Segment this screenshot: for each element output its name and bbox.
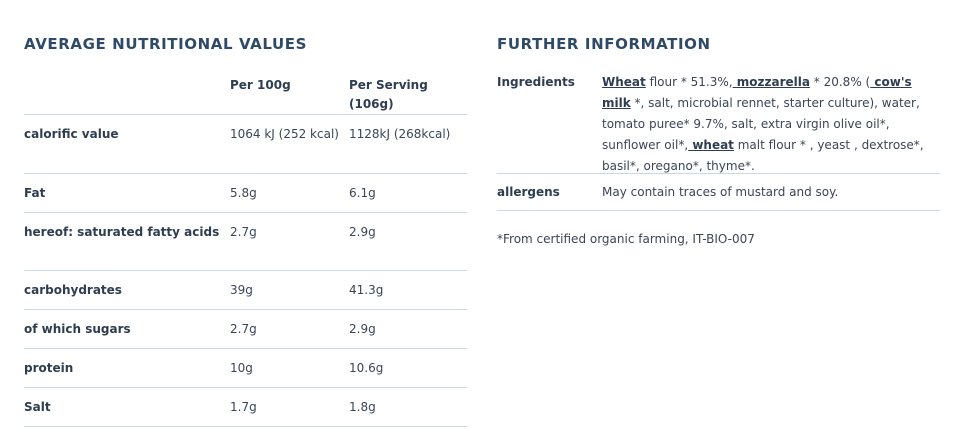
- table-header-row: Per 100g Per Serving (106g): [24, 68, 467, 115]
- allergen-cows-milk: cow's milk: [602, 75, 912, 110]
- table-row: protein 10g 10.6g: [24, 348, 467, 388]
- ingredients-text: Wheat flour * 51.3%, mozzarella * 20.8% …: [602, 72, 940, 173]
- nutrient-name: Fat: [24, 173, 230, 213]
- value-per100: 1064 kJ (252 kcal): [230, 114, 349, 174]
- further-info-heading: FURTHER INFORMATION: [497, 35, 711, 53]
- value-per-serving: 6.1g: [349, 173, 467, 213]
- table-row: hereof: saturated fatty acids 2.7g 2.9g: [24, 212, 467, 271]
- value-per100: 2.7g: [230, 309, 349, 349]
- nutrition-table: Per 100g Per Serving (106g) calorific va…: [24, 68, 467, 427]
- allergen-wheat: wheat: [688, 138, 734, 152]
- nutrient-name: hereof: saturated fatty acids: [24, 212, 230, 271]
- value-per-serving: 2.9g: [349, 309, 467, 349]
- organic-note: *From certified organic farming, IT-BIO-…: [497, 232, 755, 246]
- nutrient-name: protein: [24, 348, 230, 388]
- table-row: of which sugars 2.7g 2.9g: [24, 309, 467, 349]
- value-per-serving: 1128kJ (268kcal): [349, 114, 467, 174]
- ingredients-part: flour * 51.3%,: [645, 75, 733, 89]
- allergen-mozzarella: mozzarella: [732, 75, 810, 89]
- value-per-serving: 41.3g: [349, 270, 467, 310]
- value-per100: 10g: [230, 348, 349, 388]
- nutrient-name: carbohydrates: [24, 270, 230, 310]
- table-row: carbohydrates 39g 41.3g: [24, 270, 467, 310]
- value-per-serving: 10.6g: [349, 348, 467, 388]
- allergens-text: May contain traces of mustard and soy.: [602, 185, 839, 199]
- ingredients-row: Ingredients Wheat flour * 51.3%, mozzare…: [497, 68, 940, 174]
- nutrient-name: Salt: [24, 387, 230, 427]
- value-per-serving: 1.8g: [349, 387, 467, 427]
- allergens-row: allergens May contain traces of mustard …: [497, 174, 940, 211]
- nutrient-name: of which sugars: [24, 309, 230, 349]
- nutrition-heading: AVERAGE NUTRITIONAL VALUES: [24, 35, 308, 53]
- nutrient-name: calorific value: [24, 114, 230, 174]
- header-name-cell: [24, 68, 230, 115]
- ingredients-part: *, salt, microbial rennet, starter cultu…: [602, 96, 920, 152]
- value-per-serving: 2.9g: [349, 212, 467, 271]
- table-row: calorific value 1064 kJ (252 kcal) 1128k…: [24, 114, 467, 174]
- header-per-serving: Per Serving (106g): [349, 68, 467, 115]
- value-per100: 39g: [230, 270, 349, 310]
- ingredients-part: * 20.8% (: [809, 75, 871, 89]
- allergens-label: allergens: [497, 185, 560, 199]
- table-row: Salt 1.7g 1.8g: [24, 387, 467, 427]
- value-per100: 5.8g: [230, 173, 349, 213]
- allergen-wheat: Wheat: [602, 75, 646, 89]
- value-per100: 2.7g: [230, 212, 349, 271]
- ingredients-label: Ingredients: [497, 75, 575, 89]
- ingredients-part: malt flour * , yeast , dextrose*, basil*…: [602, 138, 924, 173]
- header-per100: Per 100g: [230, 68, 349, 115]
- further-info-section: Ingredients Wheat flour * 51.3%, mozzare…: [497, 68, 940, 250]
- table-row: Fat 5.8g 6.1g: [24, 173, 467, 213]
- value-per100: 1.7g: [230, 387, 349, 427]
